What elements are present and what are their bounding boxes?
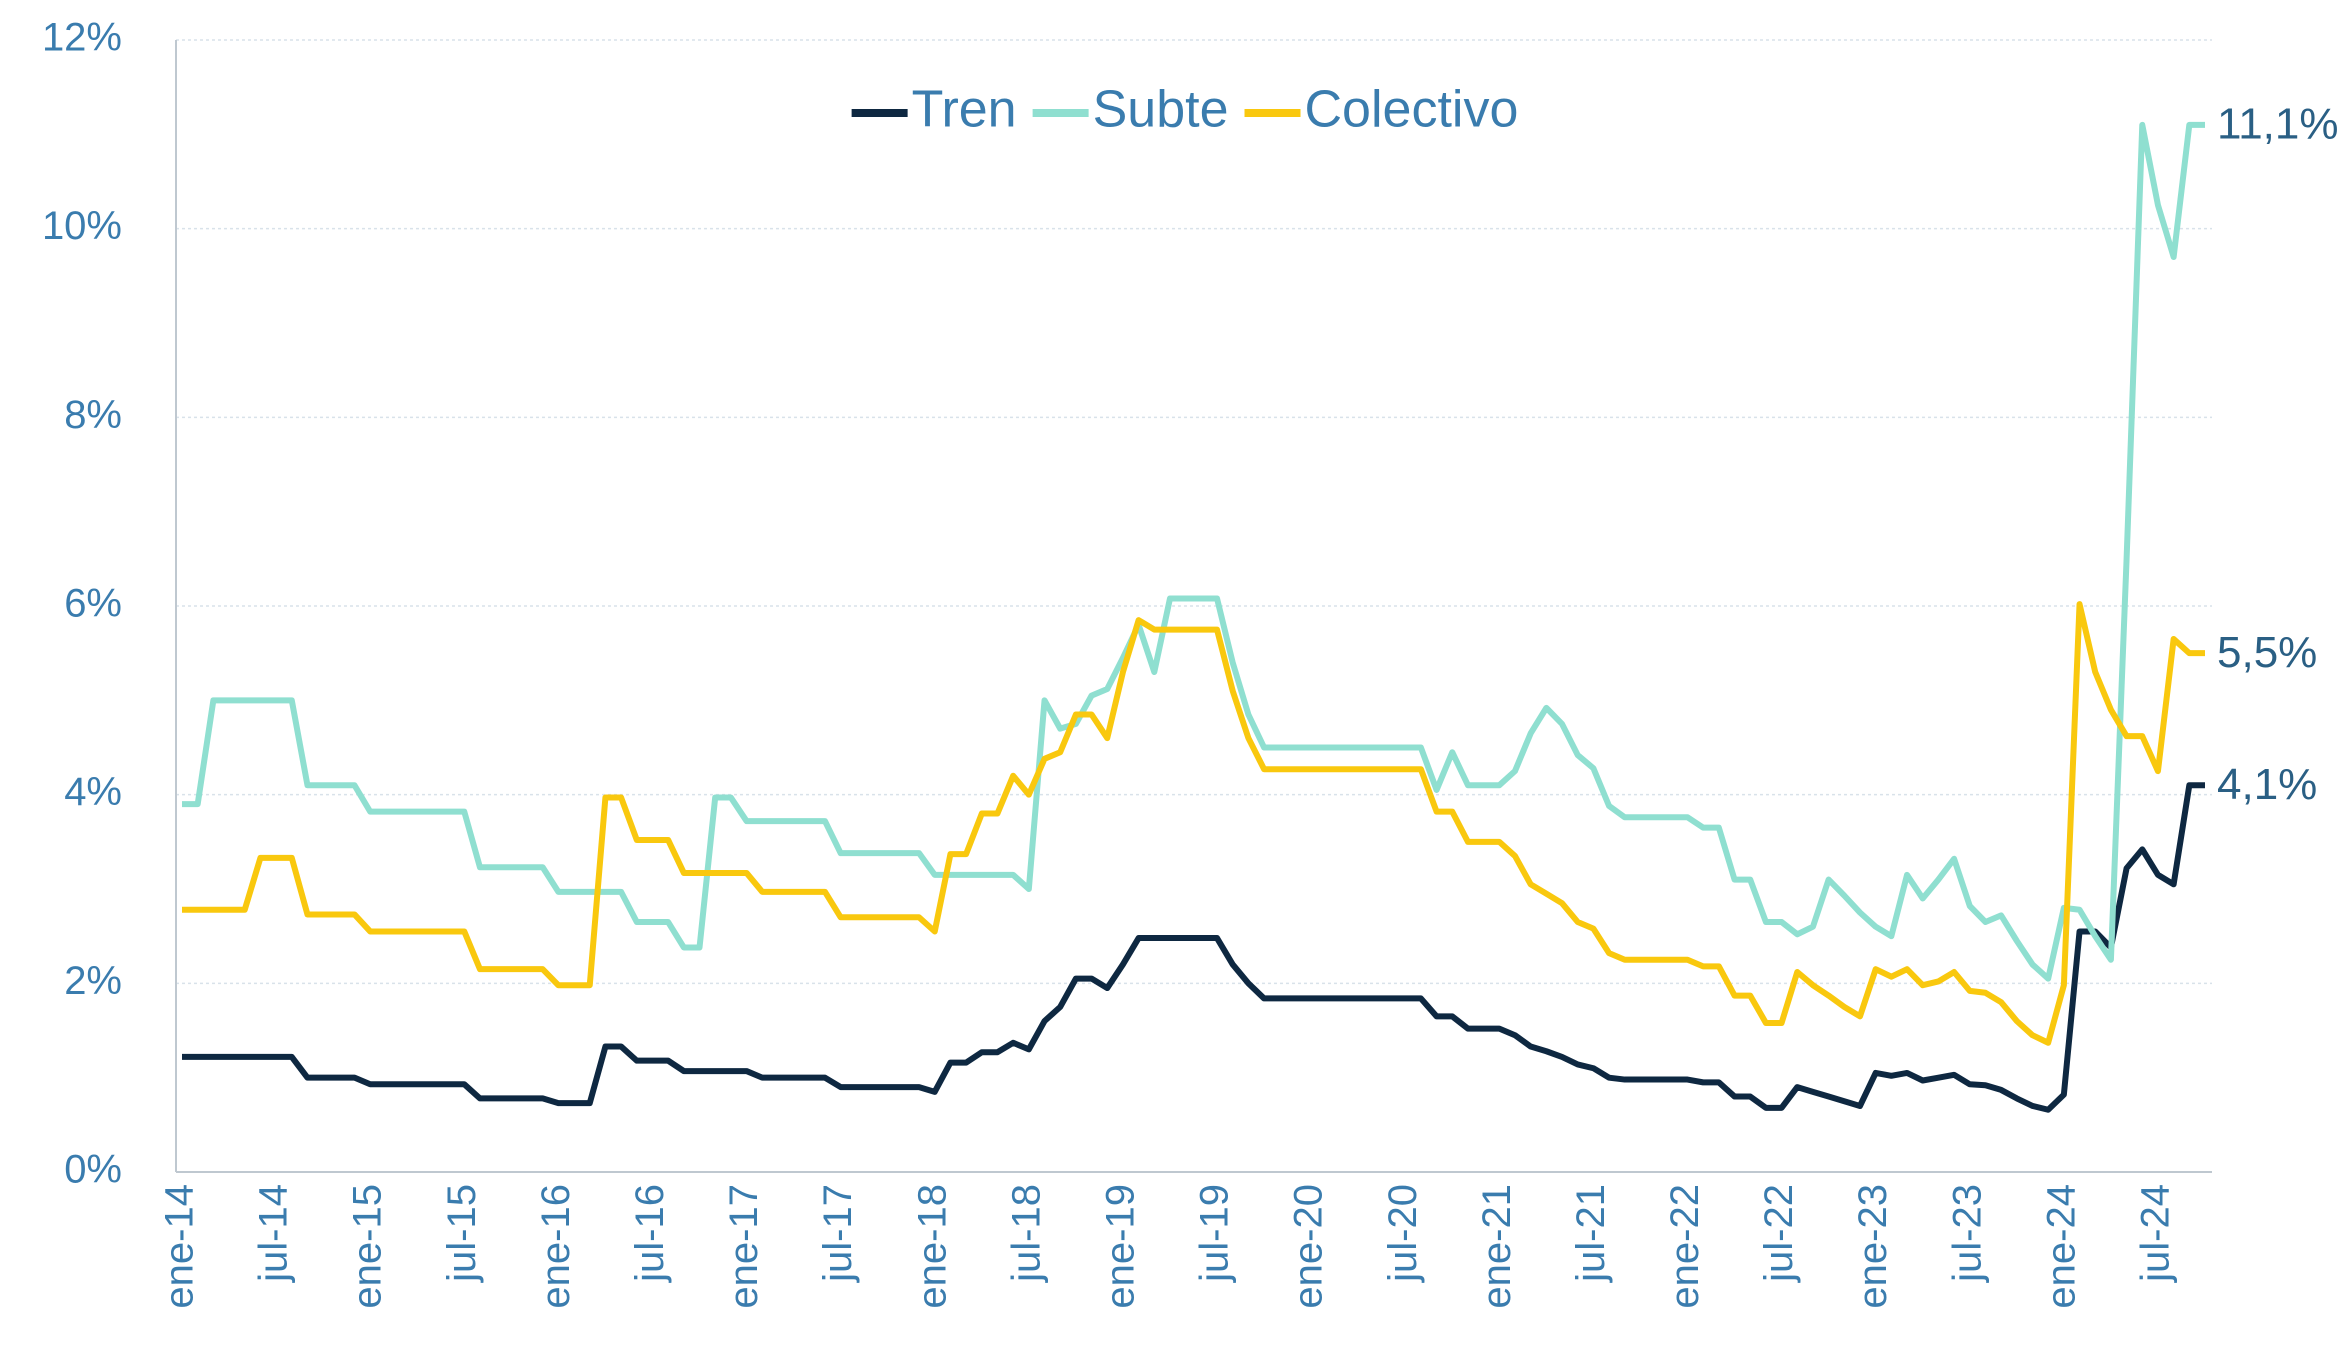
x-tick-label: jul-21	[1569, 1184, 1613, 1283]
y-tick-label: 8%	[64, 393, 122, 437]
value-label: 4,1%	[2217, 760, 2317, 809]
x-tick-label: ene-16	[534, 1184, 578, 1309]
x-tick-label: jul-24	[2134, 1184, 2178, 1283]
x-tick-label: ene-24	[2039, 1184, 2083, 1309]
y-tick-label: 10%	[42, 204, 122, 248]
x-tick-label: ene-19	[1098, 1184, 1142, 1309]
x-tick-label: jul-16	[628, 1184, 672, 1283]
x-tick-label: ene-20	[1287, 1184, 1331, 1309]
x-tick-label: jul-15	[440, 1184, 484, 1283]
x-tick-label: jul-14	[252, 1184, 296, 1283]
x-tick-label: ene-18	[910, 1184, 954, 1309]
x-tick-label: ene-17	[722, 1184, 766, 1309]
y-tick-label: 12%	[42, 16, 122, 60]
x-tick-label: ene-23	[1851, 1184, 1895, 1309]
series-line	[182, 601, 2205, 1046]
x-tick-label: jul-19	[1193, 1184, 1237, 1283]
y-tick-label: 2%	[64, 959, 122, 1003]
x-tick-label: ene-21	[1475, 1184, 1519, 1309]
x-tick-label: ene-14	[158, 1184, 202, 1309]
x-tick-label: jul-20	[1381, 1184, 1425, 1283]
y-tick-label: 0%	[64, 1148, 122, 1192]
value-label: 5,5%	[2217, 628, 2317, 677]
y-tick-label: 6%	[64, 582, 122, 626]
value-label: 11,1%	[2217, 100, 2339, 149]
series-line	[182, 782, 2205, 1113]
x-tick-label: ene-22	[1663, 1184, 1707, 1309]
legend-label: Colectivo	[1305, 81, 1519, 139]
legend-label: Tren	[912, 81, 1017, 139]
y-tick-label: 4%	[64, 770, 122, 814]
x-tick-label: ene-15	[346, 1184, 390, 1309]
x-tick-label: jul-22	[1757, 1184, 1801, 1283]
x-tick-label: jul-17	[816, 1184, 860, 1283]
legend-label: Subte	[1093, 81, 1229, 139]
x-tick-label: jul-18	[1004, 1184, 1048, 1283]
series-line	[182, 121, 2205, 982]
x-tick-label: jul-23	[1945, 1184, 1989, 1283]
